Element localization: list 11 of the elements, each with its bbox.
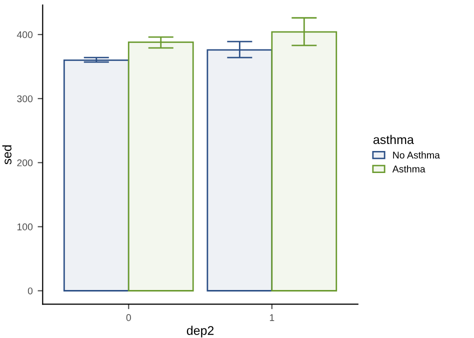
x-tick-label: 1: [270, 314, 274, 321]
y-tick-label: 200: [17, 159, 33, 166]
y-tick-label: 400: [16, 31, 33, 38]
y-tick-label: 300: [17, 95, 33, 102]
legend-title: asthma: [373, 134, 414, 144]
y-tick-label: 100: [17, 223, 33, 230]
legend-label: Asthma: [392, 165, 426, 172]
y-tick-label: 0: [28, 287, 33, 294]
x-axis-title: dep2: [186, 326, 214, 338]
legend-label: No Asthma: [393, 151, 440, 159]
y-axis-title: sed: [2, 145, 12, 164]
